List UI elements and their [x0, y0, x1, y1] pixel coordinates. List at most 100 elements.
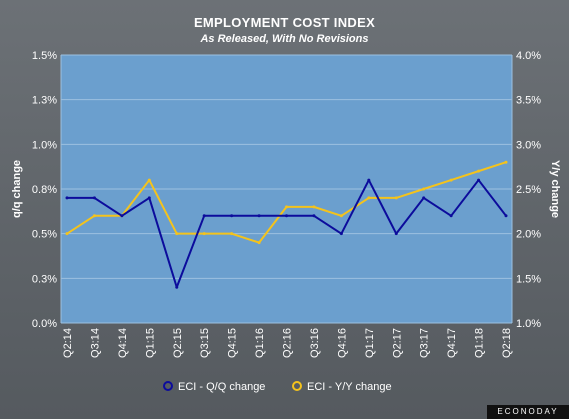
- data-point: [394, 196, 398, 200]
- data-point: [120, 214, 124, 218]
- data-point: [449, 178, 453, 182]
- right-tick-label: 3.5%: [516, 95, 541, 107]
- x-tick-label: Q3:16: [309, 328, 321, 358]
- left-tick-label: 1.0%: [32, 139, 57, 151]
- x-tick-label: Q2:16: [282, 328, 294, 358]
- data-point: [175, 285, 179, 289]
- data-point: [65, 232, 69, 236]
- series-segment: [175, 214, 206, 289]
- data-point: [65, 196, 69, 200]
- x-tick-label: Q4:15: [227, 328, 239, 358]
- series-segment: [422, 196, 453, 217]
- data-point: [504, 214, 508, 218]
- right-axis-ticks: 1.0% 1.5% 2.0% 2.5% 3.0% 3.5% 4.0%: [516, 50, 541, 330]
- series-segment: [66, 214, 96, 235]
- data-point: [257, 241, 261, 245]
- right-tick-label: 4.0%: [516, 50, 541, 62]
- data-point: [202, 214, 206, 218]
- x-axis-ticks: Q2:14 Q3:14 Q4:14 Q1:15 Q2:15 Q3:15 Q4:15 Q1:16…: [62, 328, 513, 358]
- data-point: [175, 232, 179, 236]
- x-tick-label: Q4:14: [117, 328, 129, 358]
- data-point: [477, 169, 481, 173]
- x-tick-label: Q3:17: [419, 328, 431, 358]
- data-point: [422, 196, 426, 200]
- chart-subtitle: As Released, With No Revisions: [200, 33, 369, 45]
- left-tick-label: 0.0%: [32, 318, 57, 330]
- legend: ECI - Q/Q change ECI - Y/Y change: [163, 381, 392, 393]
- right-tick-label: 2.0%: [516, 229, 541, 241]
- series-segment: [340, 179, 370, 235]
- data-point: [92, 196, 96, 200]
- right-axis-title: Y/y change: [549, 160, 561, 218]
- series-segment: [93, 196, 123, 217]
- data-point: [92, 214, 96, 218]
- series-yy: [65, 160, 508, 245]
- x-tick-label: Q4:17: [446, 328, 458, 358]
- x-tick-label: Q2:17: [391, 328, 403, 358]
- x-tick-label: Q1:15: [144, 328, 156, 358]
- legend-label: ECI - Y/Y change: [307, 381, 392, 393]
- data-point: [422, 187, 426, 191]
- series-segment: [477, 161, 507, 173]
- series-segment: [230, 232, 261, 244]
- data-point: [449, 214, 453, 218]
- x-tick-label: Q1:16: [254, 328, 266, 358]
- grid-lines: [60, 54, 513, 324]
- x-tick-label: Q4:16: [336, 328, 348, 358]
- series-segment: [312, 205, 343, 217]
- left-axis-title: q/q change: [11, 160, 23, 218]
- legend-marker: [163, 381, 173, 391]
- left-tick-label: 0.5%: [32, 229, 57, 241]
- series-segment: [367, 179, 398, 235]
- x-tick-label: Q2:15: [172, 328, 184, 358]
- series-segment: [450, 179, 480, 217]
- data-point: [312, 205, 316, 209]
- data-point: [312, 214, 316, 218]
- series-layer: [65, 160, 508, 289]
- series-segment: [422, 179, 453, 190]
- data-point: [230, 232, 234, 236]
- x-tick-label: Q3:15: [199, 328, 211, 358]
- series-segment: [395, 188, 425, 199]
- left-tick-label: 1.3%: [32, 95, 57, 107]
- data-point: [367, 196, 371, 200]
- data-point: [285, 214, 288, 218]
- series-segment: [395, 196, 425, 235]
- econoday-logo: ECONODAY: [487, 405, 569, 419]
- data-point: [202, 232, 206, 236]
- data-point: [257, 214, 261, 218]
- series-segment: [120, 179, 151, 217]
- x-tick-label: Q1:17: [364, 328, 376, 358]
- data-point: [477, 178, 481, 182]
- chart-title: EMPLOYMENT COST INDEX: [193, 15, 376, 30]
- data-point: [367, 178, 371, 182]
- x-tick-label: Q1:18: [474, 328, 486, 358]
- series-segment: [312, 214, 343, 235]
- left-axis-ticks: 0.0% 0.3% 0.5% 0.8% 1.0% 1.3% 1.5%: [32, 50, 57, 330]
- left-tick-label: 1.5%: [32, 50, 57, 62]
- x-tick-label: Q2:18: [501, 328, 513, 358]
- right-tick-label: 1.0%: [516, 318, 541, 330]
- data-point: [147, 196, 151, 200]
- data-point: [339, 214, 343, 218]
- data-point: [394, 232, 398, 236]
- right-tick-label: 1.5%: [516, 273, 541, 285]
- right-tick-label: 2.5%: [516, 184, 541, 196]
- data-point: [230, 214, 234, 218]
- left-tick-label: 0.3%: [32, 273, 57, 285]
- series-segment: [148, 179, 178, 235]
- left-tick-label: 0.8%: [32, 184, 57, 196]
- data-point: [339, 232, 343, 236]
- x-tick-label: Q2:14: [62, 328, 74, 358]
- series-segment: [120, 196, 151, 217]
- data-point: [504, 160, 508, 164]
- legend-label: ECI - Q/Q change: [178, 381, 265, 393]
- data-point: [147, 178, 151, 182]
- series-segment: [258, 205, 288, 244]
- legend-marker: [292, 381, 302, 391]
- x-tick-label: Q3:14: [89, 328, 101, 358]
- series-qq: [65, 178, 508, 289]
- right-tick-label: 3.0%: [516, 139, 541, 151]
- data-point: [285, 205, 288, 209]
